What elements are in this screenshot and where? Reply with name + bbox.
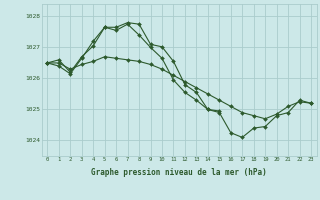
X-axis label: Graphe pression niveau de la mer (hPa): Graphe pression niveau de la mer (hPa) [91, 168, 267, 177]
